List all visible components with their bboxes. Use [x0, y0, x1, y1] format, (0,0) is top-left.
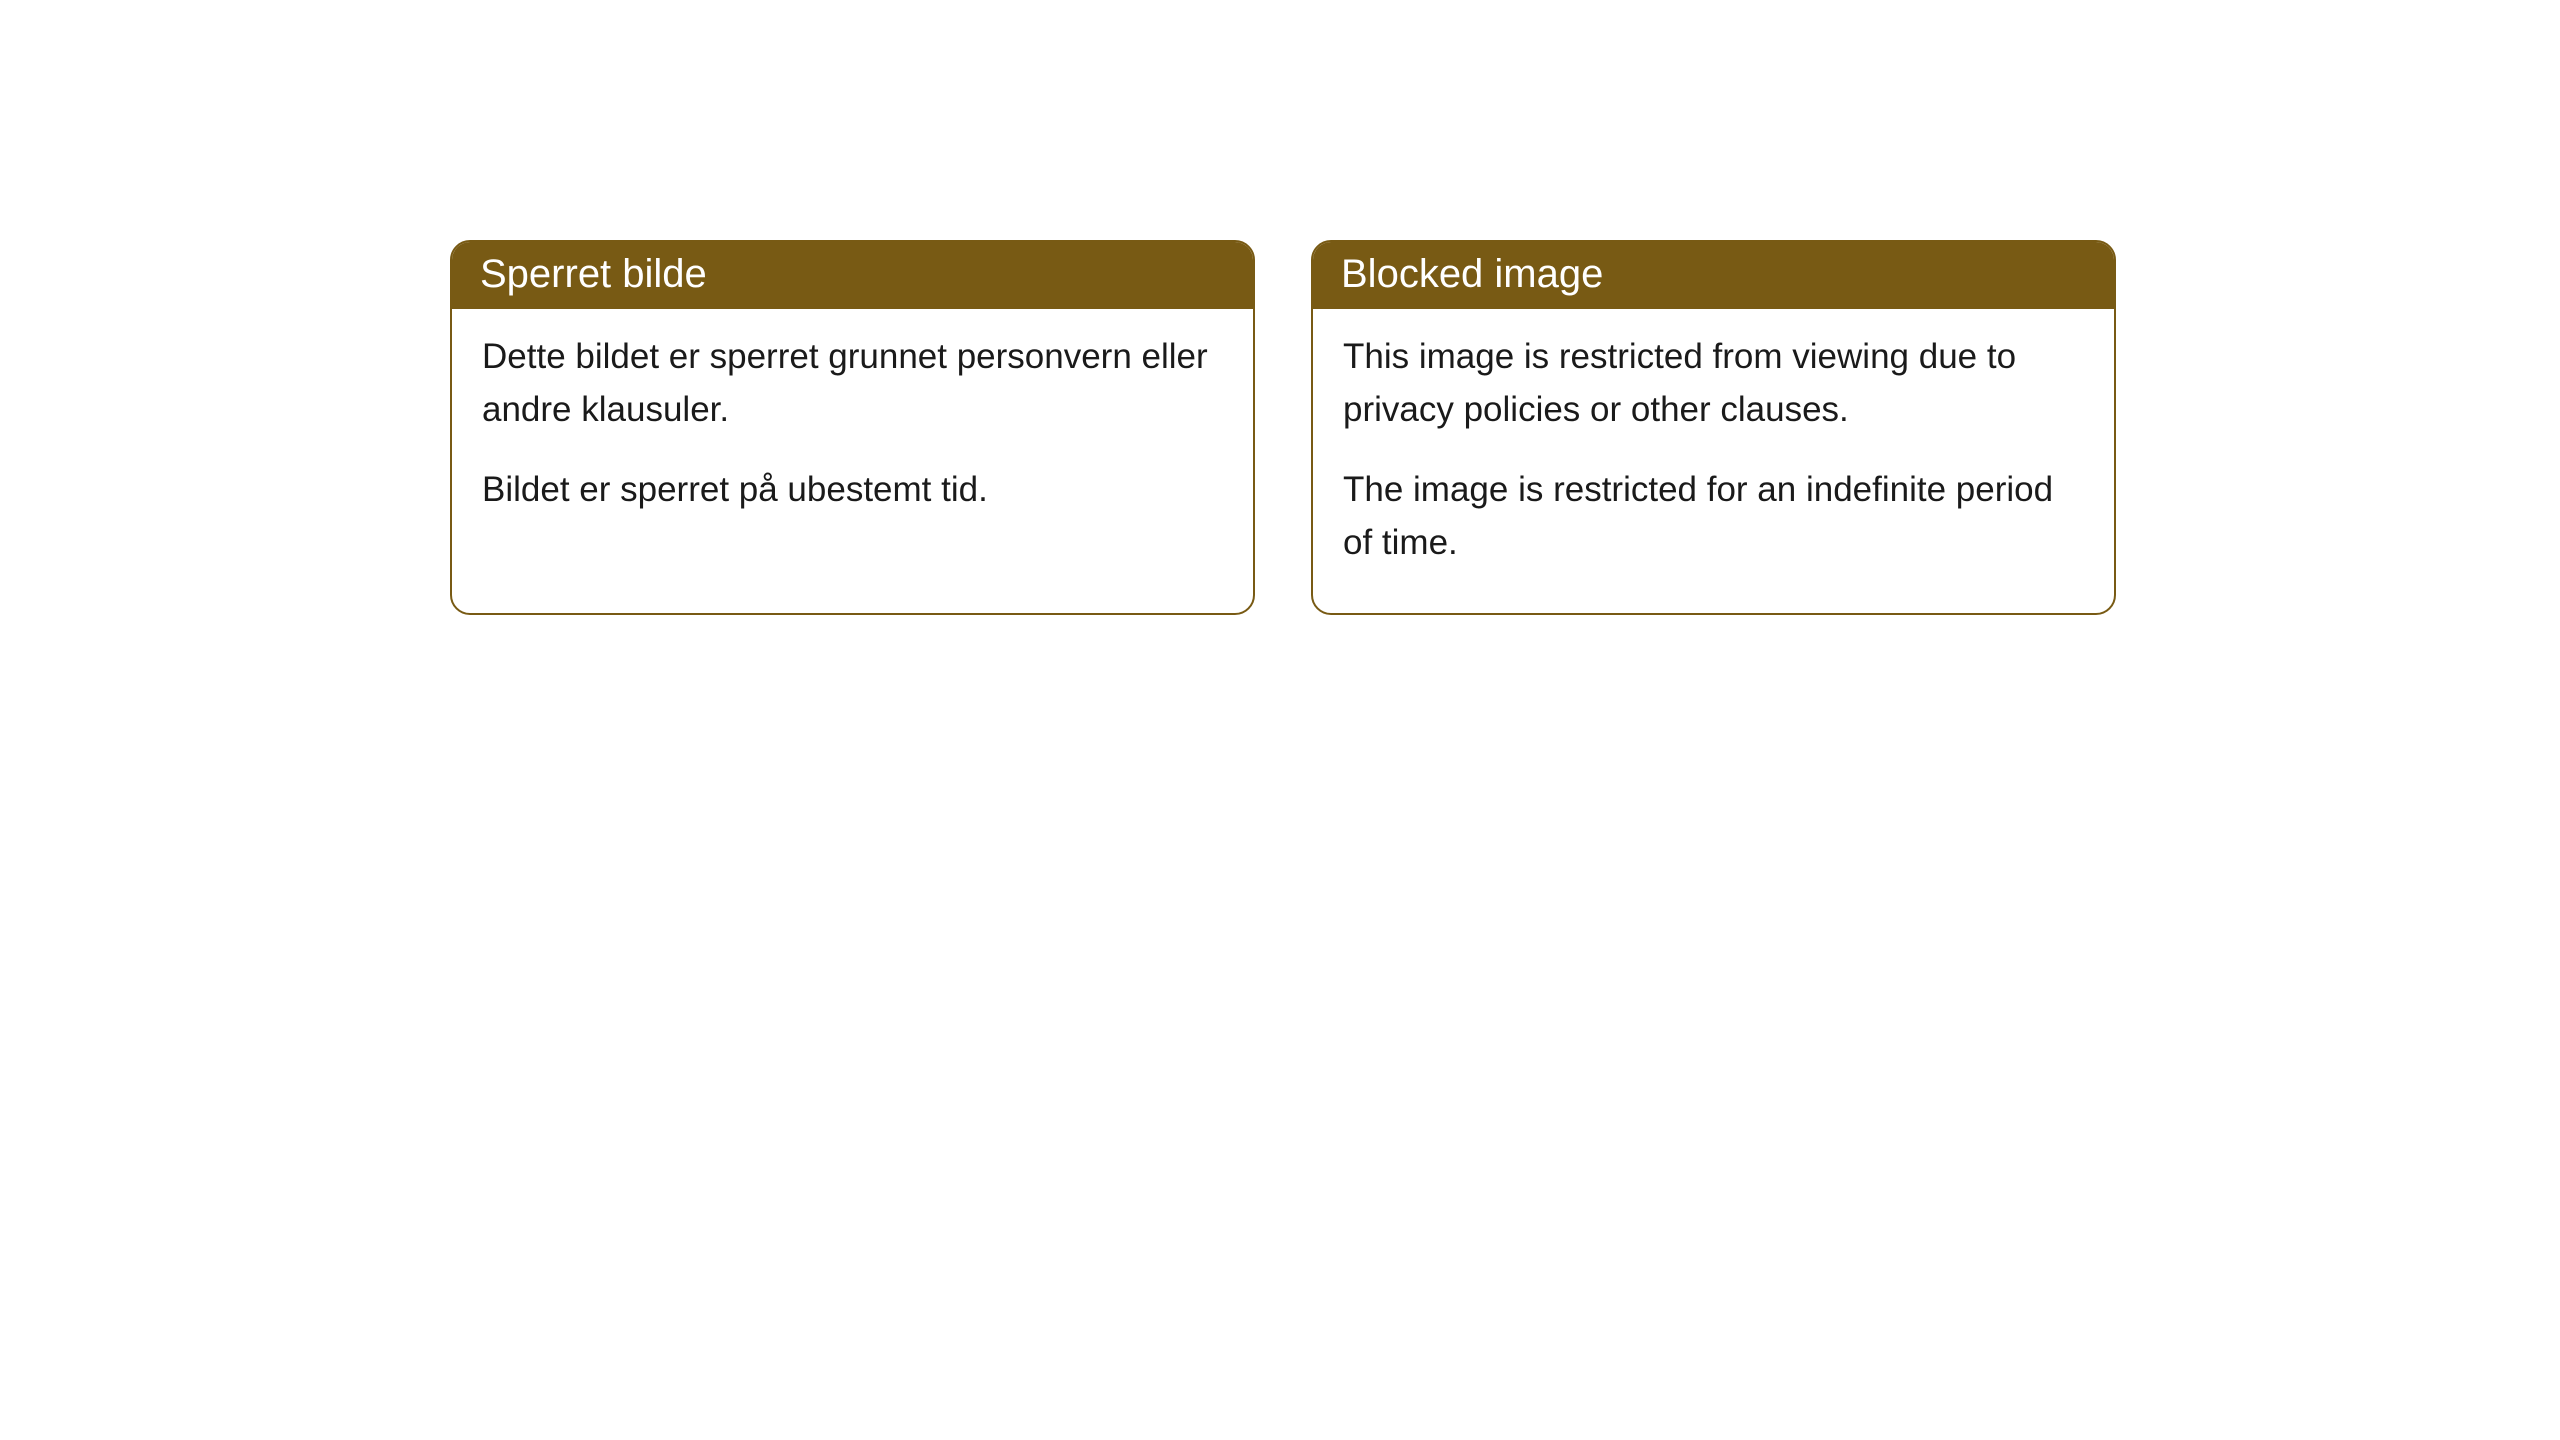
- notice-card-norwegian: Sperret bilde Dette bildet er sperret gr…: [450, 240, 1255, 615]
- card-body-english: This image is restricted from viewing du…: [1313, 309, 2114, 613]
- card-body-norwegian: Dette bildet er sperret grunnet personve…: [452, 309, 1253, 561]
- card-paragraph-2-english: The image is restricted for an indefinit…: [1343, 464, 2084, 569]
- card-header-norwegian: Sperret bilde: [452, 242, 1253, 309]
- card-title-english: Blocked image: [1341, 252, 1603, 296]
- card-header-english: Blocked image: [1313, 242, 2114, 309]
- card-paragraph-2-norwegian: Bildet er sperret på ubestemt tid.: [482, 464, 1223, 517]
- card-title-norwegian: Sperret bilde: [480, 252, 707, 296]
- notice-cards-container: Sperret bilde Dette bildet er sperret gr…: [450, 240, 2116, 615]
- card-paragraph-1-norwegian: Dette bildet er sperret grunnet personve…: [482, 331, 1223, 436]
- card-paragraph-1-english: This image is restricted from viewing du…: [1343, 331, 2084, 436]
- notice-card-english: Blocked image This image is restricted f…: [1311, 240, 2116, 615]
